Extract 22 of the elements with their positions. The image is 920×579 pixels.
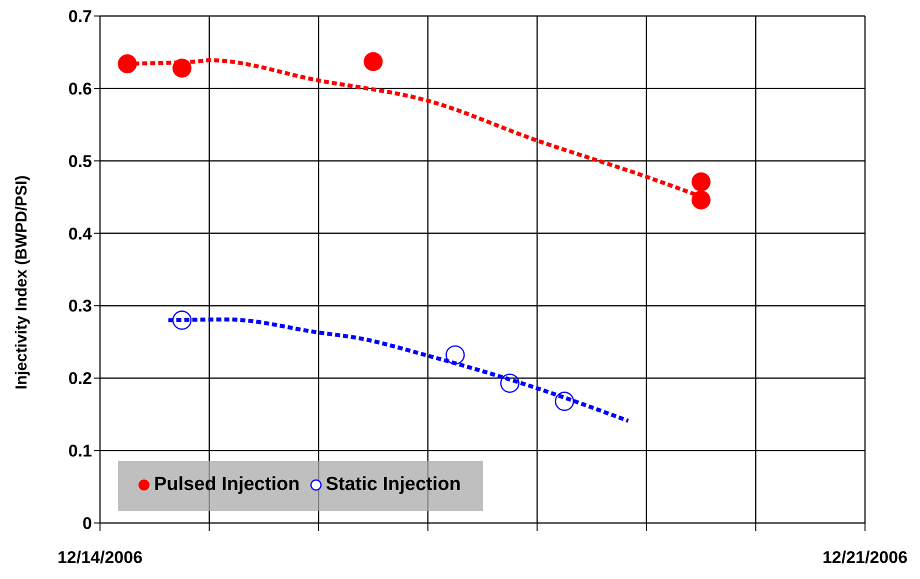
- y-tick-label: 0.5: [68, 152, 92, 171]
- point: [692, 172, 711, 192]
- point: [500, 374, 520, 393]
- point: [554, 392, 574, 411]
- y-tick-label: 0.6: [68, 79, 92, 98]
- point: [172, 58, 192, 78]
- legend-label: Pulsed Injection: [154, 474, 300, 496]
- y-tick-label: 0.4: [68, 224, 93, 244]
- point: [446, 345, 465, 365]
- y-tick-label: 0.3: [68, 296, 92, 316]
- point: [692, 190, 711, 210]
- x-tick-label: 12/21/2006: [822, 548, 908, 568]
- point: [118, 54, 137, 74]
- x-tick-label: 12/14/2006: [57, 548, 143, 568]
- y-tick-label: 0.1: [68, 442, 92, 461]
- point: [172, 310, 192, 330]
- legend-label: Static Injection: [326, 474, 461, 496]
- y-axis-title: Injectivity Index (BWPD/PSI): [14, 175, 31, 390]
- y-tick-label: 0: [82, 514, 92, 534]
- y-tick-label: 0.2: [68, 369, 92, 388]
- y-tick-label: 0.7: [68, 7, 92, 26]
- point: [364, 52, 383, 72]
